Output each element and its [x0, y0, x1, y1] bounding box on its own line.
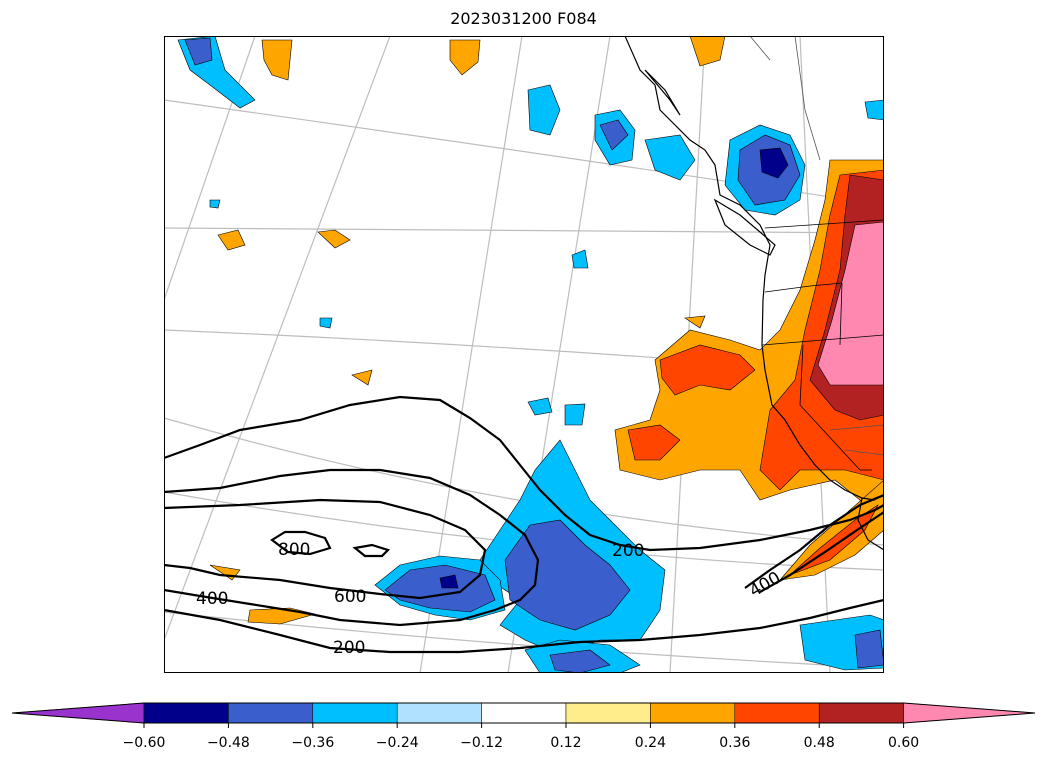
colorbar-tick-label: −0.48 — [206, 735, 250, 751]
colorbar-tick-label: −0.12 — [460, 735, 504, 751]
map-frame — [164, 36, 884, 673]
colorbar-tick-label: 0.24 — [634, 735, 666, 751]
contour-label-600: 600 — [334, 587, 366, 607]
colorbar-underflow-triangle — [11, 702, 145, 724]
colorbar-tick-label: 0.60 — [888, 735, 920, 751]
colorbar-tick-label: −0.24 — [375, 735, 419, 751]
contour-label-800: 800 — [278, 540, 310, 560]
grey-borders — [749, 36, 884, 456]
contour-label-200-south: 200 — [333, 638, 365, 658]
colorbar-tick-label: 0.36 — [719, 735, 751, 751]
colorbar-cell-neutral — [481, 702, 567, 724]
colorbar-cell-pos024 — [650, 702, 736, 724]
colorbar-tick-label: −0.60 — [122, 735, 166, 751]
colorbar-overflow-triangle — [903, 702, 1036, 724]
colorbar-tick-label: −0.36 — [291, 735, 335, 751]
colorbar-cell-neg024 — [396, 702, 482, 724]
map-panel: 800 600 400 200 200 400 — [164, 36, 884, 673]
colorbar-cell-neg048 — [228, 702, 314, 724]
colorbar-cell-pos012 — [565, 702, 651, 724]
contour-lines — [164, 395, 884, 654]
colorbar-tick-label: 0.48 — [803, 735, 835, 751]
cool-anomaly-ocean — [177, 36, 884, 673]
colorbar-tick-label: 0.12 — [550, 735, 582, 751]
coastlines — [624, 36, 884, 551]
colorbar-cell-neg060 — [143, 702, 229, 724]
colorbar — [11, 702, 1036, 728]
colorbar-cell-neg036 — [312, 702, 398, 724]
contour-label-400-west: 400 — [196, 589, 228, 609]
warm-anomaly-land — [209, 36, 884, 625]
map-title: 2023031200 F084 — [450, 9, 597, 28]
contour-label-200-east: 200 — [612, 541, 644, 561]
colorbar-cell-pos036 — [734, 702, 820, 724]
colorbar-cell-pos048 — [818, 702, 904, 724]
political-borders — [761, 219, 884, 471]
